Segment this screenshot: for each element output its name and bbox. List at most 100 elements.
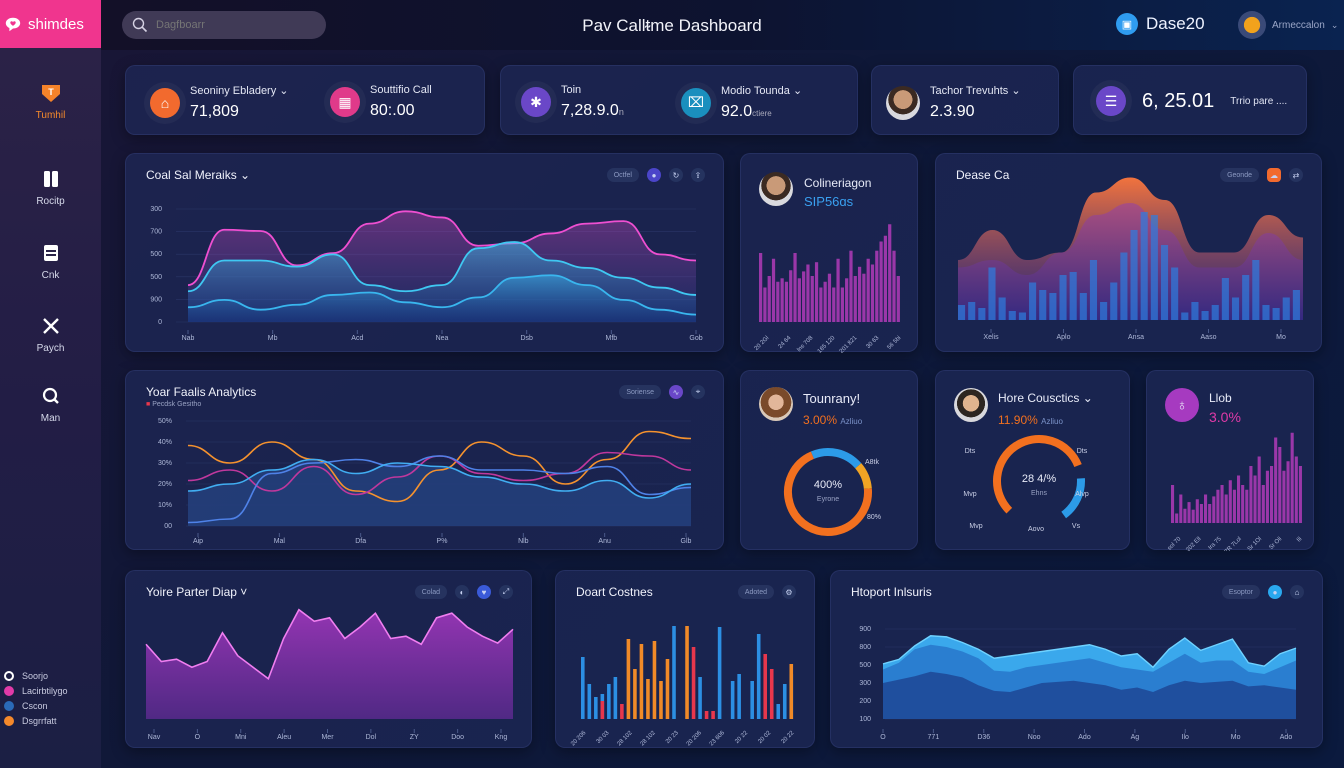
stat-value: 92.0 bbox=[721, 103, 753, 120]
list-icon bbox=[43, 245, 58, 261]
bar bbox=[896, 276, 900, 322]
sidebar-item-tumhil[interactable]: T Tumhil bbox=[0, 82, 101, 121]
series-line bbox=[187, 458, 692, 499]
sidebar-item-label: Tumhil bbox=[35, 110, 66, 121]
person-avatar bbox=[954, 388, 988, 422]
stat-tachor: Tachor Trevuhts ⌄ 2.3.90 bbox=[886, 84, 1021, 121]
x-tick-label: Mni bbox=[235, 734, 247, 741]
x-tick-label: Dsb bbox=[520, 335, 533, 342]
bar bbox=[626, 639, 631, 719]
bar bbox=[1199, 504, 1203, 523]
sidebar-item-label: Cnk bbox=[41, 270, 60, 281]
user-menu[interactable]: Armeccalon ⌄ bbox=[1238, 11, 1338, 39]
link-icon[interactable]: ⇄ bbox=[1289, 168, 1303, 182]
insights-area-chart: 100 200 300 500 800 900 O 771 D36 Noo Ado Ag Ilo Mo Ad… bbox=[859, 626, 1297, 741]
x-tick-label: Ag bbox=[1131, 734, 1140, 741]
sidebar-item-rocitp[interactable]: Rocitp bbox=[0, 168, 101, 207]
x-tick-label: Mfb bbox=[605, 335, 617, 342]
profile-value: 3.00% bbox=[803, 413, 838, 427]
cloud-icon[interactable]: ☁ bbox=[1267, 168, 1281, 182]
filter-pill[interactable]: Esoptor bbox=[1221, 585, 1260, 599]
stat-card-group-2: ✱ Toin 7,28.9.0n ⌧ Modio Tounda ⌄ 92.0ctie… bbox=[500, 65, 858, 135]
metrics-chart-card: Coal Sal Meraiks ⌄ Octfel ● ↻ ⇪ 0 900 500 500 7… bbox=[125, 153, 724, 352]
x-tick-label: ZR 7Lol bbox=[1224, 536, 1243, 551]
series-line bbox=[145, 608, 514, 681]
filter-pill[interactable]: Octfel bbox=[606, 168, 639, 182]
settings-icon[interactable]: ⚙ bbox=[782, 585, 796, 599]
sidebar-item-paych[interactable]: Paych bbox=[0, 315, 101, 354]
gauge-label: Dts bbox=[965, 448, 976, 455]
x-tick-label: Mal bbox=[274, 538, 286, 545]
card-toolbar: Soriense ∿ ⌖ bbox=[619, 385, 705, 399]
expand-icon[interactable]: ⤢ bbox=[499, 585, 513, 599]
stat-label: Tachor Trevuhts bbox=[930, 85, 1009, 97]
bar bbox=[789, 270, 793, 322]
x-tick-label: Ins 708 bbox=[796, 335, 815, 353]
chevron-down-icon[interactable]: ⌄ bbox=[240, 168, 251, 182]
stat-seoniny[interactable]: ⌂ Seoniny Ebladery ⌄ 71,809 bbox=[150, 84, 289, 121]
bar bbox=[1272, 308, 1280, 320]
series-line bbox=[187, 455, 692, 524]
stat-card-tachor[interactable]: Tachor Trevuhts ⌄ 2.3.90 bbox=[871, 65, 1059, 135]
stat-unit: n bbox=[618, 107, 624, 117]
sidebar-item-man[interactable]: Man bbox=[0, 385, 101, 424]
profile-name: Tounrany! bbox=[803, 391, 861, 406]
bar bbox=[698, 677, 702, 719]
export-icon[interactable]: ⇪ bbox=[691, 168, 705, 182]
analytics-chart: 00 10% 20% 30% 40% 50% Aip Mal Dfa P% Nlb Anu Glb bbox=[158, 418, 692, 545]
series-area bbox=[188, 275, 696, 322]
tournament-card: Tounrany! 3.00% Azliuo 400% Eyrone A8tk … bbox=[740, 370, 918, 550]
refresh-icon[interactable]: ↻ bbox=[669, 168, 683, 182]
account-switcher[interactable]: ▣ Dase20 bbox=[1116, 13, 1205, 35]
y-tick-label: 900 bbox=[150, 296, 162, 303]
legend-dot-icon bbox=[4, 685, 14, 696]
legend-label: Lacirbtilygo bbox=[22, 685, 68, 696]
bar bbox=[1274, 437, 1278, 523]
bar bbox=[1265, 470, 1269, 523]
stat-souttifio[interactable]: ▦ Souttifio Call 80:.00 bbox=[330, 84, 432, 120]
bar bbox=[892, 250, 896, 322]
bar bbox=[672, 626, 676, 719]
svg-text:T: T bbox=[48, 87, 54, 97]
bar bbox=[1140, 212, 1148, 320]
heart-icon[interactable]: ♥ bbox=[477, 585, 491, 599]
bar bbox=[879, 241, 883, 322]
stat-card-total[interactable]: ☰ 6, 25.01 Trrio pare .... bbox=[1073, 65, 1307, 135]
home-icon[interactable]: ⌂ bbox=[1290, 585, 1304, 599]
record-icon[interactable]: ● bbox=[1268, 585, 1282, 599]
x-tick-label: 28 102 bbox=[616, 730, 634, 748]
bar bbox=[646, 679, 650, 719]
search-bar[interactable] bbox=[122, 11, 326, 39]
sidebar-item-cnk[interactable]: Cnk bbox=[0, 242, 101, 281]
profile-bar-chart: 20 2Gl 24 64 Ins 708 165 120 201 821 30 63 56 … bbox=[754, 224, 902, 353]
gauge-label: Mvp bbox=[963, 491, 976, 498]
search-input[interactable] bbox=[156, 19, 306, 31]
filter-pill[interactable]: Colad bbox=[414, 585, 447, 599]
stat-side-label: Trrio pare .... bbox=[1230, 95, 1288, 107]
filter-pill[interactable]: Adoted bbox=[737, 585, 774, 599]
filter-pill[interactable]: Soriense bbox=[619, 385, 661, 399]
bar bbox=[823, 281, 827, 322]
y-tick-label: 800 bbox=[859, 644, 871, 651]
wave-icon[interactable]: ∿ bbox=[669, 385, 683, 399]
chevron-down-icon[interactable]: ˅ bbox=[240, 585, 248, 599]
chevron-down-icon[interactable]: ⌄ bbox=[1082, 391, 1093, 405]
filter-pill[interactable]: Geonde bbox=[1220, 168, 1259, 182]
bar bbox=[883, 235, 888, 322]
bell-icon[interactable]: ● bbox=[647, 168, 661, 182]
x-tick-label: sol 70 bbox=[1167, 536, 1183, 551]
x-tick-label: 202 Ell bbox=[1185, 536, 1202, 551]
pin-icon[interactable]: ⌖ bbox=[691, 385, 705, 399]
series-line bbox=[187, 430, 692, 503]
brand-name: shimdes bbox=[28, 15, 84, 33]
gauge-center-label: Ehns bbox=[1031, 490, 1047, 497]
brand-logo[interactable]: shimdes bbox=[0, 0, 101, 48]
bar bbox=[1221, 278, 1229, 320]
stat-toin[interactable]: ✱ Toin 7,28.9.0n bbox=[521, 84, 624, 120]
stat-modio[interactable]: ⌧ Modio Tounda ⌄ 92.0ctiere bbox=[681, 84, 802, 121]
gear-bug-icon: ✱ bbox=[521, 87, 551, 117]
x-tick-label: 28 102 bbox=[640, 730, 658, 748]
info-icon[interactable]: ◐ bbox=[455, 585, 469, 599]
series-area bbox=[883, 671, 1296, 719]
donut-center-value: 400% bbox=[813, 479, 843, 491]
